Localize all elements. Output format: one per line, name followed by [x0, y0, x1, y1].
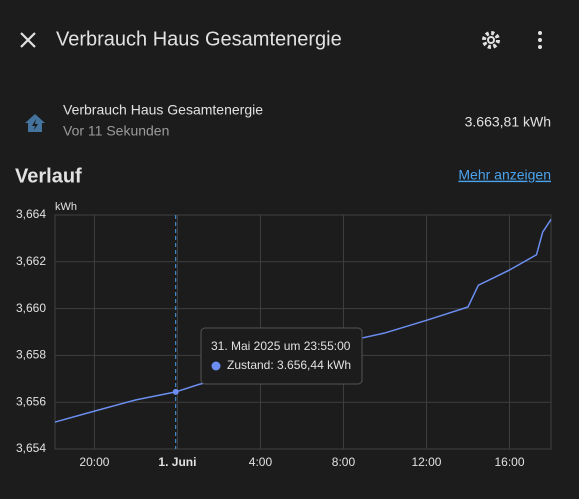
y-tick-label: 3,660 [16, 301, 46, 315]
tooltip-swatch [211, 361, 221, 371]
y-tick-label: 3,656 [16, 394, 46, 408]
close-button[interactable] [20, 32, 36, 48]
x-tick-label: 4:00 [249, 455, 273, 469]
x-tick-label: 20:00 [79, 455, 109, 469]
y-axis-label: kWh [55, 201, 77, 213]
tooltip-box [200, 327, 363, 385]
entity-state: 3.663,81 kWh [465, 114, 551, 130]
y-tick-label: 3,658 [16, 348, 46, 362]
x-tick-label: 16:00 [494, 455, 524, 469]
x-tick-label: 8:00 [332, 455, 356, 469]
x-tick-label: 1. Juni [158, 455, 196, 469]
y-tick-label: 3,664 [16, 207, 46, 221]
tooltip-title: 31. Mai 2025 um 23:55:00 [211, 339, 351, 353]
tooltip: 31. Mai 2025 um 23:55:00 Zustand: 3.656,4… [200, 327, 363, 385]
entity-name: Verbrauch Haus Gesamtenergie [63, 102, 263, 118]
dialog-title: Verbrauch Haus Gesamtenergie [56, 28, 342, 50]
tooltip-label: Zustand: 3.656,44 kWh [227, 358, 351, 372]
y-tick-label: 3,662 [16, 254, 46, 268]
y-tick-label: 3,654 [16, 441, 46, 455]
x-tick-label: 12:00 [411, 455, 441, 469]
entity-last-changed: Vor 11 Sekunden [63, 123, 169, 139]
section-title: Verlauf [15, 165, 82, 187]
line-series [54, 219, 552, 423]
hover-point [172, 388, 179, 395]
more-link[interactable]: Mehr anzeigen [458, 167, 551, 183]
menu-button[interactable] [538, 31, 542, 49]
settings-button[interactable] [482, 31, 500, 49]
plot-border [54, 214, 552, 450]
entity-icon [25, 114, 45, 132]
